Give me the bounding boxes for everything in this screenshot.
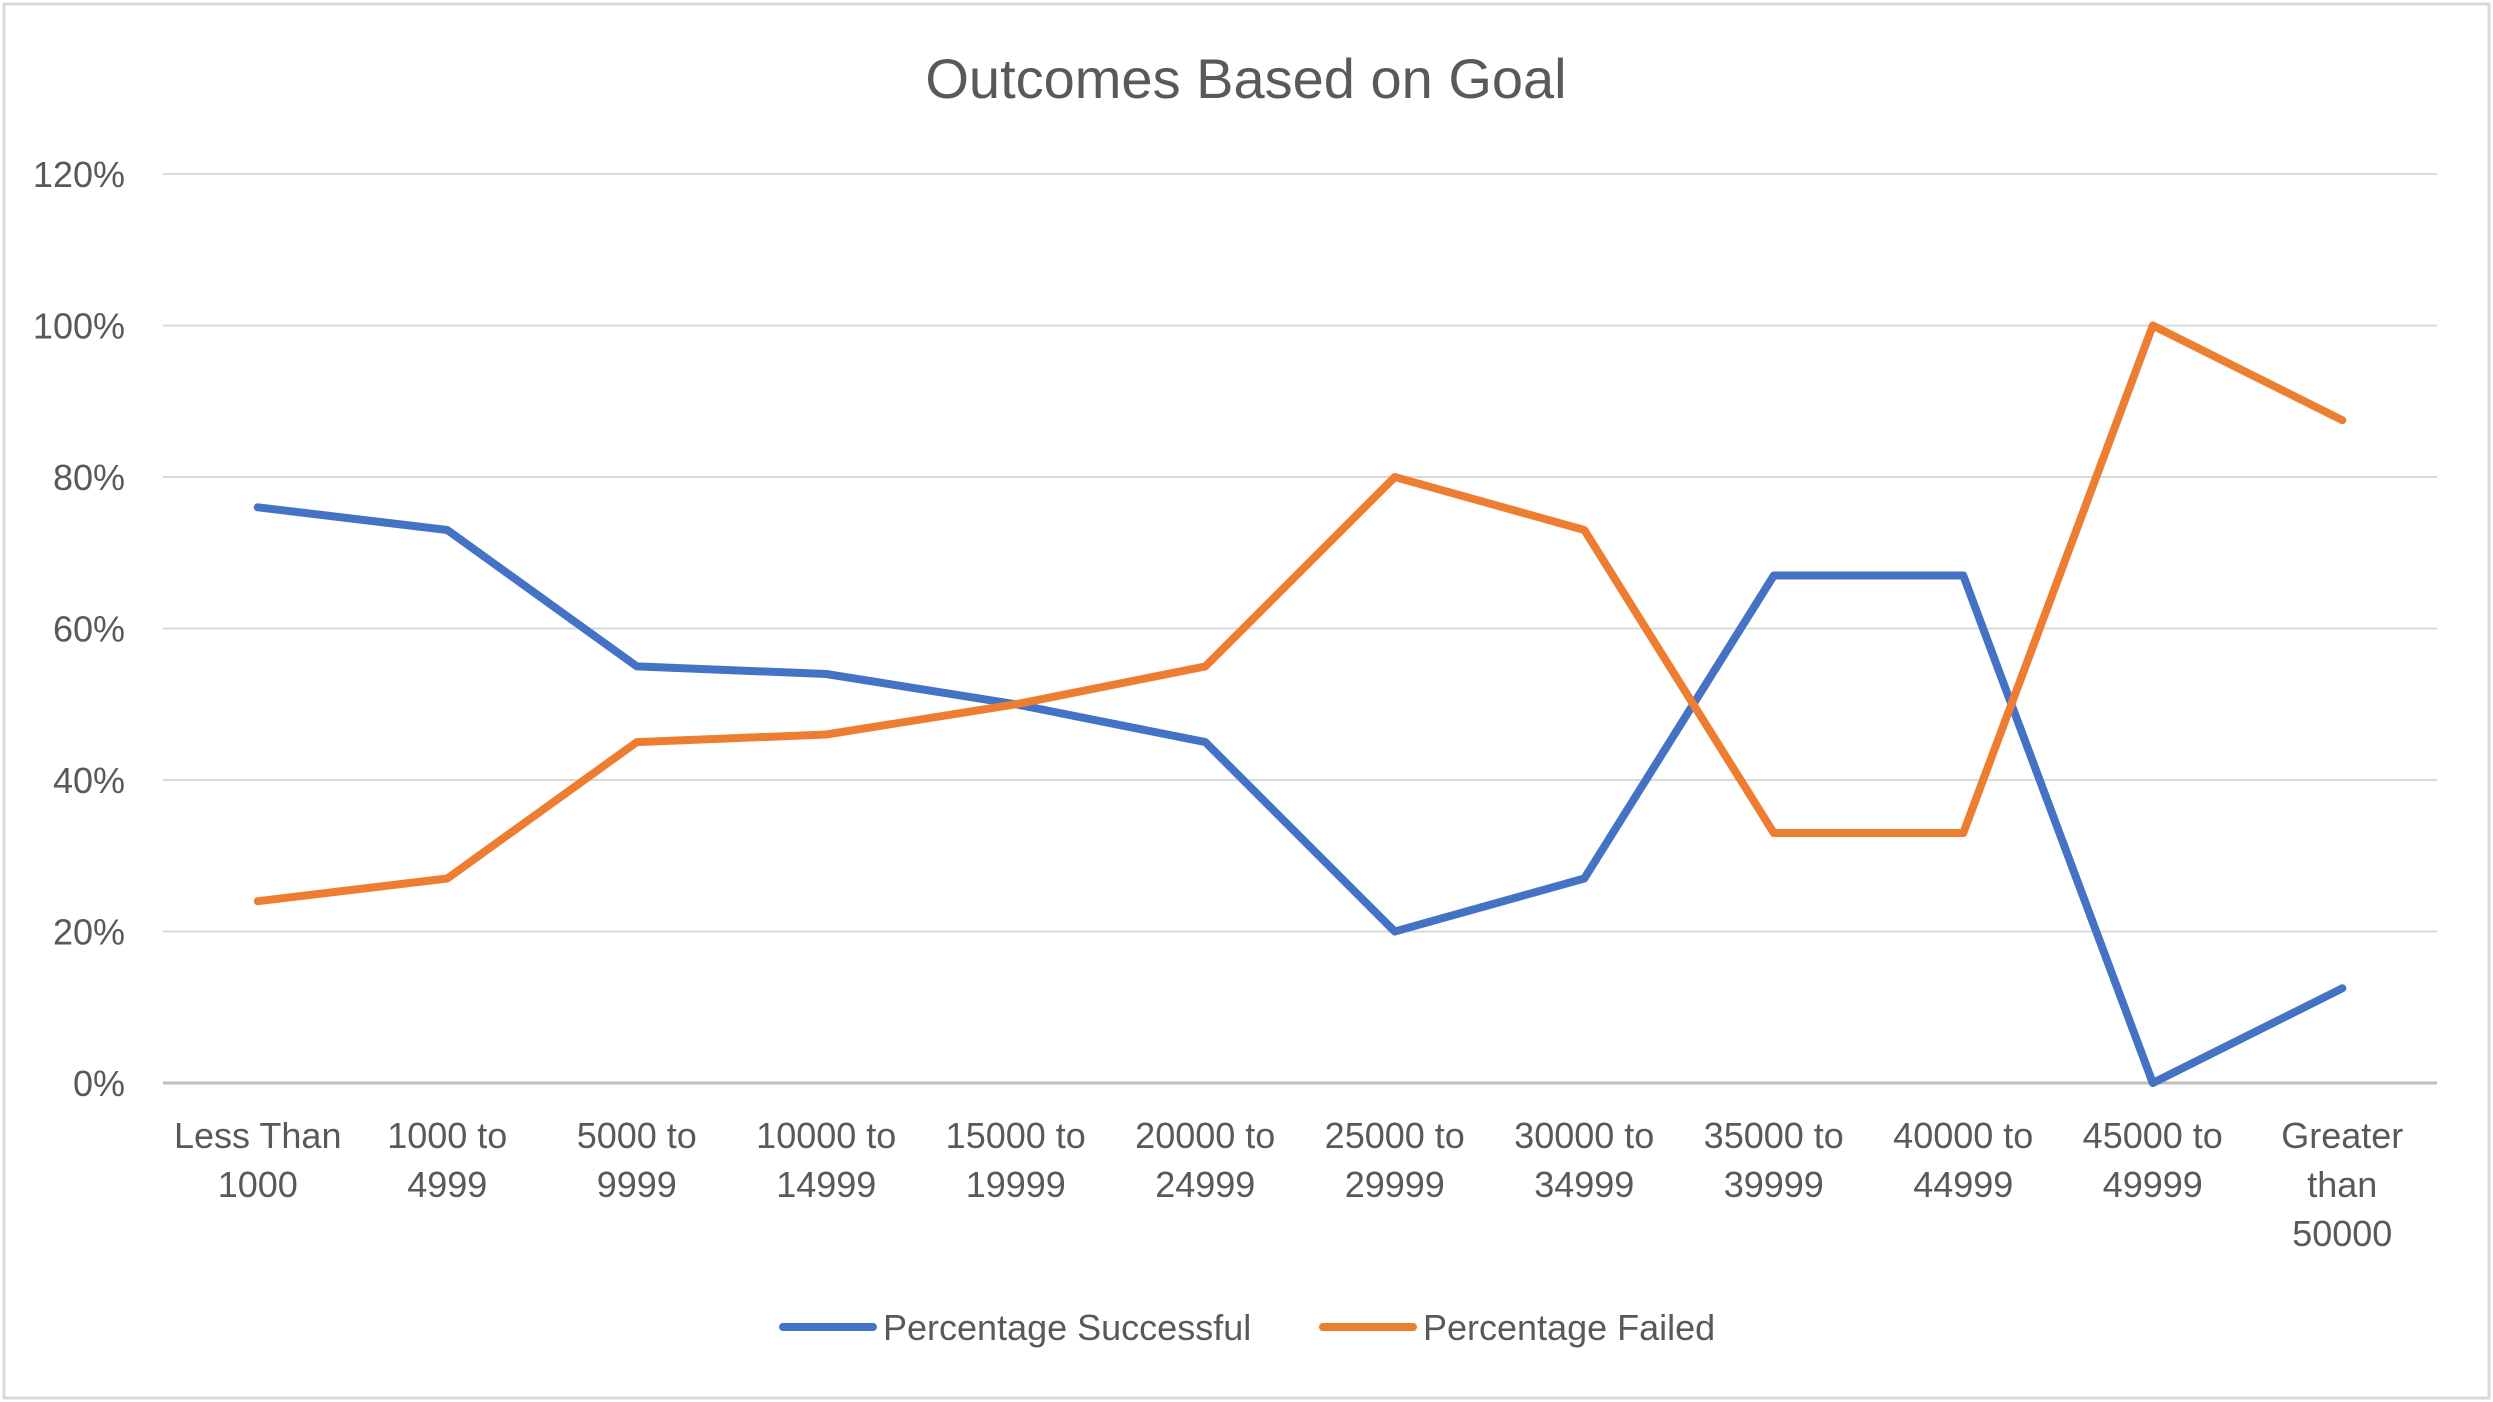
legend-label: Percentage Failed [1423,1307,1715,1348]
x-tick-label: 15000 to 19999 [946,1115,1086,1205]
x-tick-label: 20000 to 24999 [1135,1115,1275,1205]
y-tick-label: 0% [73,1063,125,1104]
x-tick-label: Greater than 50000 [2281,1115,2403,1254]
y-tick-label: 40% [53,760,125,801]
x-axis-tick-labels: Less Than 1000 1000 to 4999 5000 to 9999 10000… [174,1115,2403,1254]
x-tick-label: 45000 to 49999 [2083,1115,2223,1205]
y-tick-label: 20% [53,912,125,953]
chart-title: Outcomes Based on Goal [925,47,1566,110]
gridlines [163,173,2437,1085]
y-tick-label: 120% [33,154,125,195]
x-tick-label: 10000 to 14999 [756,1115,896,1205]
y-tick-label: 80% [53,457,125,498]
y-axis-tick-labels: 0% 20% 40% 60% 80% 100% 120% [33,154,125,1104]
y-tick-label: 60% [53,609,125,650]
x-tick-label: 5000 to 9999 [577,1115,697,1205]
legend-label: Percentage Successful [883,1307,1251,1348]
x-tick-label: 1000 to 4999 [387,1115,507,1205]
x-tick-label: 35000 to 39999 [1704,1115,1844,1205]
legend: Percentage Successful Percentage Failed [779,1307,1715,1348]
series-line-successful [253,503,2347,1087]
x-tick-label: 25000 to 29999 [1325,1115,1465,1205]
x-tick-label: 40000 to 44999 [1893,1115,2033,1205]
x-tick-label: 30000 to 34999 [1514,1115,1654,1205]
x-tick-label: Less Than 1000 [174,1115,341,1205]
y-tick-label: 100% [33,306,125,347]
series-line-failed [253,321,2347,906]
series-lines [253,321,2347,1087]
